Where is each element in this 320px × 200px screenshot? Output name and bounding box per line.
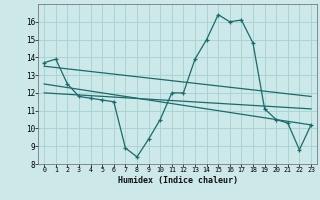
- X-axis label: Humidex (Indice chaleur): Humidex (Indice chaleur): [118, 176, 238, 185]
